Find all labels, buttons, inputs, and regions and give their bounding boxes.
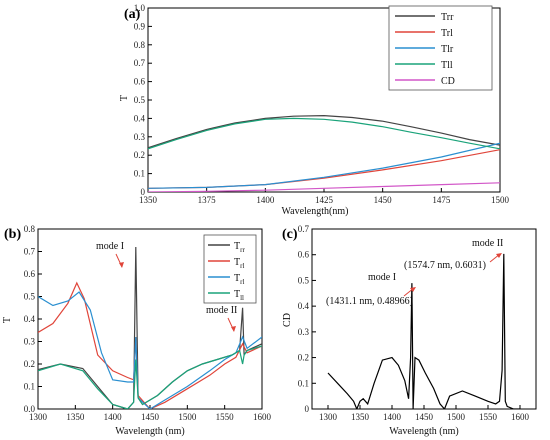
panel-a-ylabel: T [119, 95, 130, 101]
annotation-mode-1-c: mode I [368, 272, 396, 283]
y-tick-label: 0.3 [298, 327, 310, 337]
annotation-mode-2-b: mode II [206, 305, 237, 316]
y-tick-label: 0.6 [298, 250, 310, 260]
y-tick-label: 0.7 [134, 58, 146, 68]
x-tick-label: 1350 [351, 412, 370, 422]
y-tick-label: 0.5 [24, 292, 36, 302]
legend-label: Trl [234, 273, 244, 286]
x-tick-label: 1400 [256, 195, 275, 205]
x-tick-label: 1550 [216, 412, 235, 422]
panel-a-xlabel: Wavelength(nm) [282, 206, 349, 217]
panel-c-ylabel: CD [282, 313, 293, 327]
panel-a: (a) 1350 1375 1400 1425 1450 1475 1500 0 0.1 0.2 0… [119, 3, 510, 217]
y-tick-label: 1.0 [134, 3, 146, 13]
y-tick-label: 0.6 [134, 77, 146, 87]
panel-b-label: (b) [4, 227, 21, 242]
y-tick-label: 0.6 [24, 269, 36, 279]
y-tick-label: 0.2 [24, 359, 35, 369]
legend-label: CD [441, 76, 455, 87]
panel-b-ylabel: T [2, 317, 13, 323]
x-tick-label: 1400 [104, 412, 123, 422]
x-tick-label: 1350 [139, 195, 158, 205]
y-tick-label: 0.4 [24, 314, 36, 324]
panel-b-plot: 1300 1350 1400 1450 1500 1550 1600 0.0 0.1 0.2 0.3… [24, 224, 272, 422]
x-tick-label: 1450 [415, 412, 434, 422]
legend-label: Tll [234, 289, 244, 302]
x-tick-label: 1300 [319, 412, 338, 422]
x-tick-label: 1425 [315, 195, 334, 205]
series-line-c-0 [327, 253, 520, 409]
panel-c-label: (c) [282, 227, 298, 242]
x-tick-label: 1600 [253, 412, 272, 422]
series-line-a-3 [148, 117, 500, 150]
annotation-mode-1-b: mode I [96, 241, 124, 252]
annotation-arrowhead [231, 326, 236, 332]
y-tick-label: 0.1 [134, 169, 145, 179]
y-tick-label: 0.3 [134, 132, 146, 142]
x-tick-label: 1600 [511, 412, 530, 422]
panel-c-xlabel: Wavelength (nm) [389, 426, 458, 437]
y-tick-label: 0.1 [298, 378, 309, 388]
legend-label: Tlr [441, 44, 454, 55]
y-tick-label: 0.9 [134, 21, 146, 31]
x-tick-label: 1350 [66, 412, 85, 422]
y-tick-label: 0 [305, 404, 310, 414]
y-tick-label: 0.5 [298, 275, 310, 285]
annotation-coord-1-c: (1431.1 nm, 0.48966) [326, 296, 413, 307]
panel-a-plot: 1350 1375 1400 1425 1450 1475 1500 0 0.1 0.2 0.3 0.… [134, 3, 510, 205]
x-tick-label: 1550 [479, 412, 498, 422]
x-tick-label: 1400 [383, 412, 402, 422]
legend-label: Trr [234, 241, 245, 254]
x-tick-label: 1500 [447, 412, 466, 422]
y-tick-label: 0.0 [24, 404, 36, 414]
y-tick-label: 0.4 [298, 301, 310, 311]
y-tick-label: 0.7 [24, 247, 36, 257]
y-tick-label: 0.8 [134, 40, 146, 50]
panel-c-plot: 1300 1350 1400 1450 1500 1550 1600 0 0.1 0.2 0.3 0.… [298, 224, 537, 422]
y-tick-label: 0.3 [24, 337, 36, 347]
y-tick-label: 0 [141, 187, 146, 197]
annotation-arrowhead [496, 253, 502, 258]
x-tick-label: 1375 [198, 195, 217, 205]
series-line-a-4 [148, 182, 500, 192]
series-line-a-2 [148, 142, 500, 189]
series-line-a-0 [148, 114, 500, 149]
x-tick-label: 1450 [374, 195, 393, 205]
y-tick-label: 0.5 [134, 95, 146, 105]
x-tick-label: 1500 [491, 195, 510, 205]
panel-b-xlabel: Wavelength (nm) [115, 426, 184, 437]
legend-box-b [203, 234, 257, 304]
annotation-mode-2-c: mode II [472, 238, 503, 249]
panel-a-label: (a) [124, 7, 141, 22]
panel-b: (b) 1300 1350 1400 1450 1500 1550 1600 0.0 0.1 0.… [2, 224, 272, 437]
y-tick-label: 0.8 [24, 224, 36, 234]
x-tick-label: 1500 [178, 412, 197, 422]
y-tick-label: 0.1 [24, 382, 35, 392]
y-tick-label: 0.7 [298, 224, 310, 234]
x-tick-label: 1300 [29, 412, 48, 422]
legend-label: Trr [441, 12, 454, 23]
annotation-arrowhead [410, 287, 416, 292]
y-tick-label: 0.2 [134, 150, 145, 160]
legend-label: Trl [441, 28, 453, 39]
legend-label: Trl [234, 257, 244, 270]
annotation-arrowhead [119, 262, 124, 268]
panel-c: (c) 1300 1350 1400 1450 1500 1550 1600 0 0.1 0.2 0… [282, 224, 537, 437]
x-tick-label: 1450 [141, 412, 160, 422]
x-tick-label: 1475 [432, 195, 451, 205]
annotation-coord-2-c: (1574.7 nm, 0.6031) [404, 260, 486, 271]
y-tick-label: 0.4 [134, 113, 146, 123]
y-tick-label: 0.2 [298, 353, 309, 363]
legend-label: Tll [441, 60, 453, 71]
series-line-b-3 [38, 345, 262, 409]
